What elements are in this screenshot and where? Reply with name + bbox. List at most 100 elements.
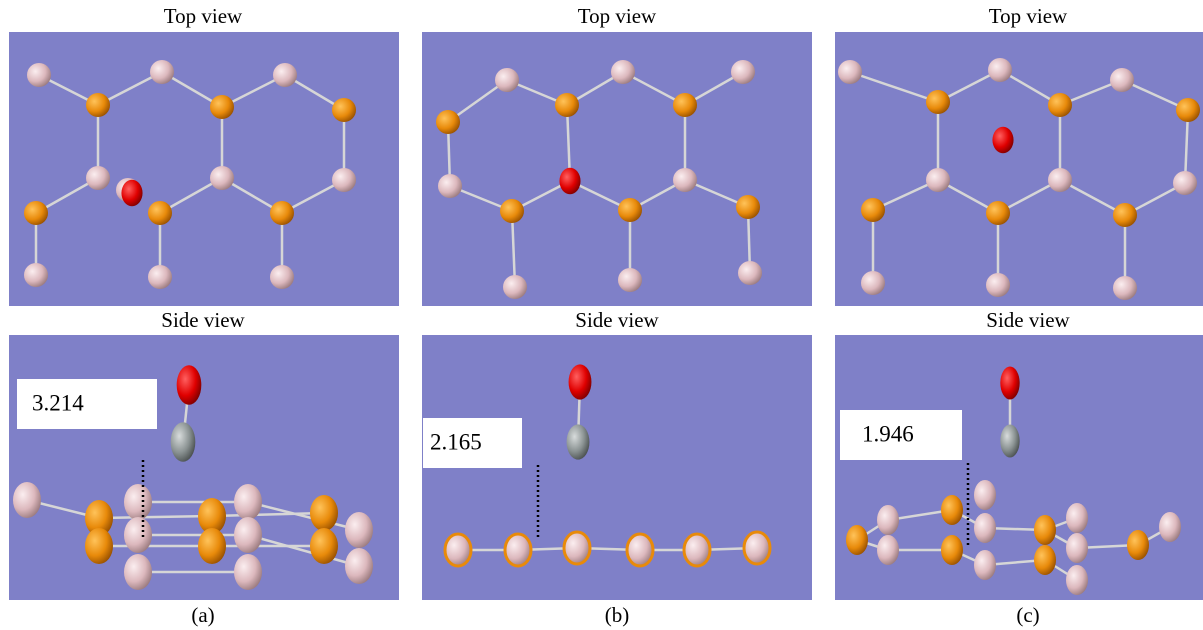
atom bbox=[148, 265, 172, 289]
atom bbox=[1110, 68, 1134, 92]
atom bbox=[438, 174, 462, 198]
bond bbox=[1059, 178, 1126, 217]
atom bbox=[877, 535, 899, 565]
distance-box bbox=[840, 410, 962, 460]
atom bbox=[986, 201, 1010, 225]
atom bbox=[1048, 93, 1072, 117]
atom bbox=[736, 195, 760, 219]
molecule bbox=[436, 60, 762, 299]
atom bbox=[1066, 565, 1088, 595]
atom bbox=[176, 365, 202, 405]
atom bbox=[13, 482, 41, 518]
bond bbox=[97, 70, 163, 107]
side-view-label: Side view bbox=[161, 308, 245, 332]
bond bbox=[247, 533, 360, 568]
distance-label: 1.946 bbox=[862, 421, 914, 446]
atom bbox=[503, 275, 527, 299]
bond bbox=[247, 500, 360, 532]
atom bbox=[148, 201, 172, 225]
bond bbox=[1121, 78, 1189, 112]
atom bbox=[85, 500, 113, 536]
atom bbox=[24, 263, 48, 287]
atom bbox=[1000, 366, 1020, 400]
atom bbox=[210, 166, 234, 190]
atom bbox=[273, 63, 297, 87]
atom bbox=[673, 93, 697, 117]
atom bbox=[495, 68, 519, 92]
atom bbox=[682, 532, 712, 568]
top-panel bbox=[835, 32, 1203, 306]
bond bbox=[98, 514, 213, 520]
molecule bbox=[838, 58, 1200, 300]
atom bbox=[443, 532, 473, 568]
atom bbox=[838, 60, 862, 84]
atom bbox=[618, 268, 642, 292]
molecules bbox=[13, 58, 1200, 595]
atom bbox=[436, 110, 460, 134]
side-view-label: Side view bbox=[575, 308, 659, 332]
top-view-label: Top view bbox=[578, 4, 657, 28]
atom bbox=[618, 198, 642, 222]
atom bbox=[310, 495, 338, 531]
atom bbox=[210, 95, 234, 119]
top-view-label: Top view bbox=[989, 4, 1068, 28]
distance-box bbox=[423, 418, 522, 468]
atom bbox=[731, 60, 755, 84]
top-panel bbox=[9, 32, 399, 306]
atom bbox=[988, 58, 1012, 82]
atom bbox=[974, 480, 996, 510]
bond bbox=[510, 210, 517, 288]
atom bbox=[566, 424, 590, 460]
atom bbox=[234, 554, 262, 590]
molecule bbox=[24, 60, 356, 289]
atom bbox=[270, 265, 294, 289]
atom bbox=[861, 198, 885, 222]
molecule bbox=[443, 364, 772, 568]
atom bbox=[170, 422, 196, 462]
atom bbox=[625, 532, 655, 568]
atom bbox=[941, 495, 963, 525]
atom bbox=[1066, 503, 1088, 533]
atom bbox=[234, 517, 262, 553]
bond bbox=[849, 70, 939, 104]
atom bbox=[1048, 168, 1072, 192]
atom bbox=[332, 168, 356, 192]
atom bbox=[1176, 98, 1200, 122]
atom bbox=[270, 201, 294, 225]
atom bbox=[926, 168, 950, 192]
atom bbox=[673, 168, 697, 192]
atom bbox=[85, 528, 113, 564]
atom bbox=[1113, 203, 1137, 227]
atom bbox=[986, 273, 1010, 297]
atom bbox=[926, 90, 950, 114]
distance-box bbox=[17, 379, 157, 429]
atom bbox=[1127, 530, 1149, 560]
atom bbox=[310, 528, 338, 564]
atom bbox=[198, 528, 226, 564]
atom bbox=[86, 93, 110, 117]
atom bbox=[562, 530, 592, 566]
atom bbox=[24, 201, 48, 225]
atom bbox=[121, 179, 143, 207]
distance-label: 2.165 bbox=[430, 429, 482, 454]
atom bbox=[234, 484, 262, 520]
atom bbox=[86, 166, 110, 190]
atom bbox=[846, 525, 868, 555]
top-view-label: Top view bbox=[164, 4, 243, 28]
atom bbox=[559, 167, 581, 195]
atom bbox=[124, 517, 152, 553]
atom bbox=[941, 535, 963, 565]
atom bbox=[568, 364, 592, 400]
atom bbox=[877, 505, 899, 535]
atom bbox=[1034, 515, 1056, 545]
atom bbox=[611, 60, 635, 84]
atom bbox=[1066, 533, 1088, 563]
atom bbox=[861, 271, 885, 295]
atom bbox=[27, 63, 51, 87]
caption: (b) bbox=[605, 603, 630, 627]
distance-label: 3.214 bbox=[32, 390, 84, 415]
atom bbox=[503, 532, 533, 568]
atom bbox=[738, 261, 762, 285]
